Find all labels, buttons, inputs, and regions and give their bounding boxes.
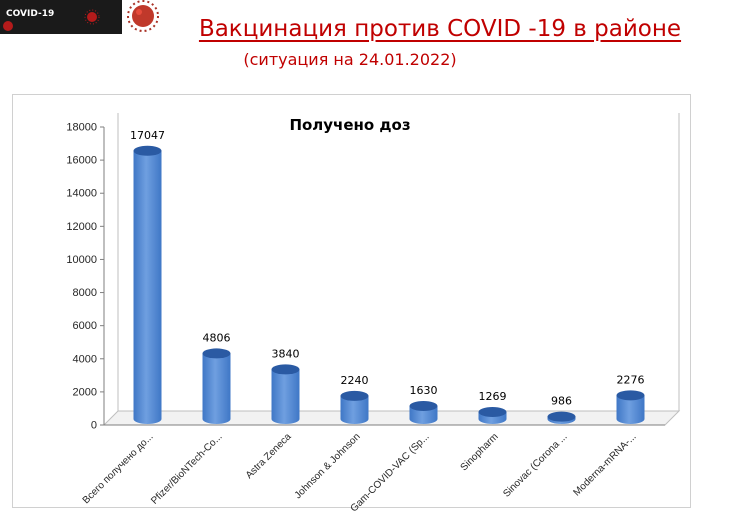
- logo-text: COVID-19: [6, 9, 55, 19]
- y-tick-label: 14000: [66, 188, 97, 200]
- x-tick-label: Moderna-mRNA-...: [572, 431, 639, 498]
- virus-icon: [84, 9, 100, 25]
- chart-frame: [12, 94, 691, 508]
- data-label: 3840: [272, 347, 300, 360]
- bar-top: [547, 411, 576, 422]
- bar-top: [478, 406, 507, 417]
- bar-top: [340, 390, 369, 401]
- virus-icon: [3, 21, 13, 31]
- covid-logo: COVID-19: [0, 0, 122, 34]
- y-tick-label: 8000: [73, 287, 97, 299]
- bar-top: [133, 145, 162, 156]
- data-label: 986: [551, 395, 572, 408]
- x-tick-label: Astra Zeneca: [244, 431, 294, 481]
- bar: [271, 369, 300, 424]
- y-tick-label: 10000: [66, 254, 97, 266]
- chart-floor: [102, 410, 681, 426]
- x-tick-label: Sinovac (Corona ...: [501, 431, 569, 499]
- bar-top: [271, 364, 300, 375]
- bar: [340, 395, 369, 424]
- x-tick-label: Sinopharm: [459, 431, 501, 473]
- page-title: Вакцинация против COVID -19 в районе: [198, 16, 682, 42]
- y-tick-label: 12000: [66, 221, 97, 233]
- y-tick-label: 16000: [66, 155, 97, 167]
- data-label: 2240: [341, 374, 369, 387]
- bar-top: [616, 390, 645, 401]
- page-subtitle: (ситуация на 24.01.2022): [243, 50, 457, 69]
- y-tick-label: 2000: [73, 386, 97, 398]
- bar: [616, 395, 645, 424]
- bar: [409, 406, 438, 424]
- x-tick-label: Pfizer/BioNTech-Co...: [149, 431, 224, 506]
- x-tick-label: Всего получено до...: [81, 431, 156, 506]
- y-tick-label: 4000: [73, 353, 97, 365]
- bar: [133, 150, 162, 424]
- data-label: 4806: [203, 331, 231, 344]
- data-label: 17047: [130, 129, 165, 142]
- bar-top: [202, 348, 231, 359]
- chart-title: Получено доз: [289, 116, 410, 134]
- data-label: 2276: [617, 373, 645, 386]
- y-tick-label: 18000: [66, 122, 97, 134]
- virus-icon: [127, 0, 159, 32]
- bar: [202, 353, 231, 424]
- x-tick-label: Johnson & Johnson: [293, 431, 363, 501]
- y-tick-label: 6000: [73, 320, 97, 332]
- data-label: 1630: [410, 384, 438, 397]
- y-tick-label: 0: [91, 420, 97, 432]
- x-tick-label: Gam-COVID-VAC (Sp...: [349, 431, 432, 514]
- data-label: 1269: [479, 390, 507, 403]
- bar-top: [409, 401, 438, 412]
